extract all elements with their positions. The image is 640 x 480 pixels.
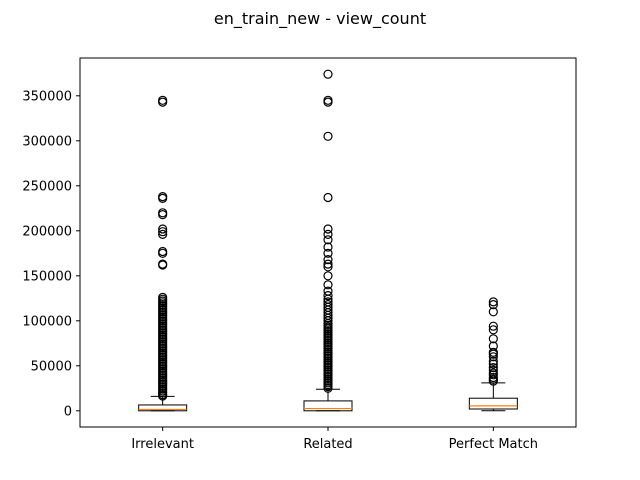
outlier-point	[488, 325, 498, 335]
box-group	[468, 297, 518, 412]
outlier-point	[323, 224, 333, 234]
outlier-point	[323, 229, 333, 239]
boxes	[138, 69, 518, 412]
outlier-point	[323, 248, 333, 258]
outlier-point	[488, 352, 498, 362]
outlier-point	[323, 297, 333, 307]
y-tick-label: 150000	[22, 269, 72, 284]
outlier-point	[323, 131, 333, 141]
box-iqr	[468, 397, 518, 410]
outlier-point	[488, 297, 498, 307]
box-group	[138, 95, 188, 412]
outlier-point	[323, 271, 333, 281]
box-iqr	[138, 404, 188, 412]
y-tick-label: 350000	[22, 89, 72, 104]
outlier-point	[323, 255, 333, 265]
outlier-point	[158, 229, 168, 239]
x-axis: Irrelevant Related Perfect Match	[131, 427, 538, 452]
outlier-point	[488, 347, 498, 357]
chart-title: en_train_new - view_count	[214, 9, 426, 29]
y-tick-label: 200000	[22, 224, 72, 239]
outlier-point	[488, 334, 498, 344]
outlier-point	[323, 286, 333, 296]
outlier-point	[323, 95, 333, 105]
outlier-point	[323, 69, 333, 79]
outlier-point	[488, 341, 498, 351]
outlier-point	[488, 356, 498, 366]
y-tick-label: 250000	[22, 179, 72, 194]
box-iqr	[303, 400, 353, 412]
outlier-point	[488, 359, 498, 369]
outlier-point	[323, 242, 333, 252]
outlier-point	[488, 321, 498, 331]
outlier-point	[323, 262, 333, 272]
y-axis: 0 50000 100000 150000 200000 250000 300000 3500…	[22, 89, 80, 419]
outlier-point	[323, 235, 333, 245]
outlier-point	[323, 300, 333, 310]
y-tick-label: 300000	[22, 134, 72, 149]
outlier-point	[488, 368, 498, 378]
outlier-point	[158, 208, 168, 218]
outlier-point	[158, 259, 168, 269]
outlier-point	[323, 259, 333, 269]
outlier-point	[323, 280, 333, 290]
x-tick-label: Perfect Match	[449, 437, 538, 452]
outlier-point	[488, 363, 498, 373]
outlier-point	[323, 291, 333, 301]
outlier-point	[158, 224, 168, 234]
y-tick-label: 50000	[31, 359, 72, 374]
x-tick-label: Irrelevant	[131, 437, 194, 452]
outlier-point	[323, 192, 333, 203]
outlier-point	[158, 192, 168, 202]
outlier-point	[158, 246, 168, 257]
outlier-point	[488, 372, 498, 383]
outlier-point	[488, 307, 498, 317]
outlier-point	[488, 300, 498, 310]
box-group	[303, 69, 353, 412]
outlier-point	[488, 365, 498, 375]
outlier-point	[158, 95, 168, 105]
outlier-point	[158, 227, 168, 237]
y-tick-label: 0	[64, 404, 72, 419]
y-tick-label: 100000	[22, 314, 72, 329]
outlier-point	[158, 292, 168, 302]
x-tick-label: Related	[303, 437, 352, 452]
